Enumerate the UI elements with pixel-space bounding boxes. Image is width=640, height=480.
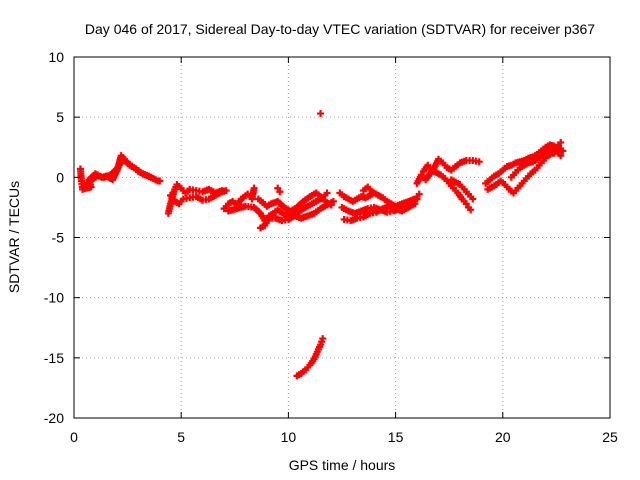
y-tick-label: -5 xyxy=(52,230,65,246)
data-point xyxy=(156,177,164,185)
series-segment-e xyxy=(220,184,258,213)
data-point xyxy=(274,184,282,192)
y-tick-label: -10 xyxy=(44,290,64,306)
y-tick-label: -20 xyxy=(44,410,64,426)
chart-title: Day 046 of 2017, Sidereal Day-to-day VTE… xyxy=(85,21,595,37)
data-point xyxy=(250,184,258,192)
data-point xyxy=(555,142,563,150)
series-segment-j xyxy=(317,110,325,118)
grid xyxy=(74,57,610,418)
data-point xyxy=(151,176,159,184)
y-tick-label: -15 xyxy=(44,350,64,366)
series-segment-h xyxy=(257,197,337,232)
data-point xyxy=(276,188,284,196)
y-tick-label: 0 xyxy=(56,169,64,185)
series-segment-n xyxy=(340,200,419,225)
data-point xyxy=(323,189,331,197)
data-point xyxy=(368,188,376,196)
series-segment-k xyxy=(293,335,327,380)
data-point xyxy=(222,187,230,195)
x-tick-label: 20 xyxy=(495,429,511,445)
data-point xyxy=(467,206,475,214)
series-segment-d xyxy=(166,187,230,208)
x-tick-label: 15 xyxy=(388,429,404,445)
series-segment-i xyxy=(274,184,284,196)
data-point xyxy=(462,200,470,208)
x-axis-label: GPS time / hours xyxy=(289,457,396,473)
data-point xyxy=(475,158,483,166)
x-tick-label: 25 xyxy=(602,429,618,445)
data-point xyxy=(411,200,419,208)
data-point xyxy=(469,195,477,203)
series-segment-u xyxy=(507,138,565,181)
data-point xyxy=(557,152,565,160)
y-axis-label: SDTVAR / TECUs xyxy=(6,181,22,293)
y-tick-label: 5 xyxy=(56,109,64,125)
data-point xyxy=(415,190,423,198)
series-segment-r xyxy=(447,176,477,203)
series-segment-q xyxy=(419,161,475,214)
series-segment-g xyxy=(254,189,335,215)
data-point xyxy=(557,138,565,146)
data-point xyxy=(413,195,421,203)
series-segment-o xyxy=(359,183,376,196)
series-segment-b xyxy=(79,155,159,191)
data-point xyxy=(319,335,327,343)
axis-ticks: 0 5 10 15 20 25 -20 -15 -10 -5 0 5 10 xyxy=(44,49,618,445)
series-segment-s xyxy=(482,141,567,187)
x-tick-label: 10 xyxy=(281,429,297,445)
x-tick-label: 0 xyxy=(70,429,78,445)
y-tick-label: 10 xyxy=(48,49,64,65)
x-tick-label: 5 xyxy=(177,429,185,445)
data-points xyxy=(76,110,567,380)
data-point xyxy=(317,110,325,118)
data-point xyxy=(329,197,337,205)
series-segment-t xyxy=(484,146,565,197)
